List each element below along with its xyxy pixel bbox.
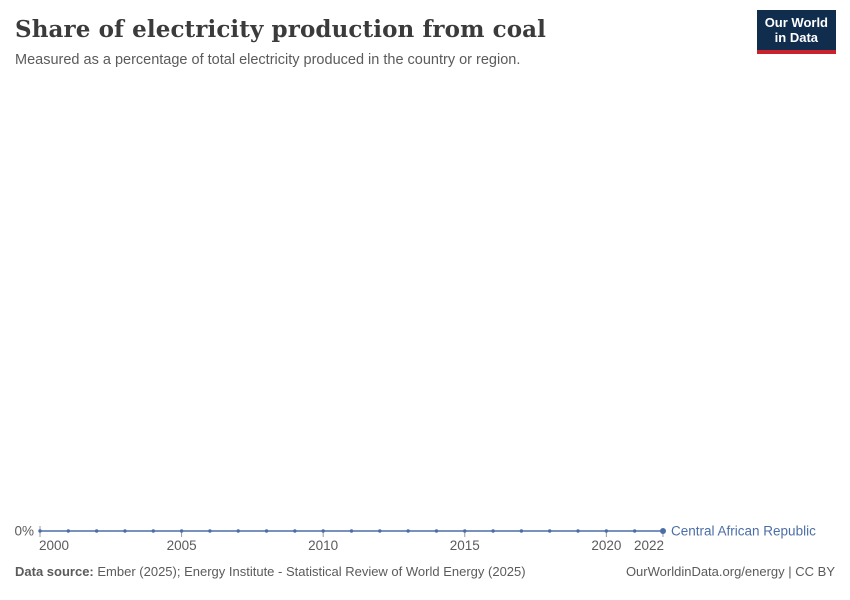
data-point — [264, 529, 269, 534]
x-tick-label: 2020 — [591, 538, 621, 552]
data-point — [38, 529, 42, 534]
data-source: Data source: Ember (2025); Energy Instit… — [15, 564, 526, 580]
data-point — [576, 529, 580, 534]
data-point — [349, 529, 354, 534]
chart-header: Share of electricity production from coa… — [0, 0, 850, 70]
data-point — [519, 529, 524, 534]
data-point — [434, 529, 439, 534]
x-tick-label: 2015 — [450, 538, 480, 552]
data-point — [406, 529, 410, 534]
data-source-text: Ember (2025); Energy Institute - Statist… — [97, 564, 526, 580]
data-point — [208, 529, 212, 534]
logo-line1: Our World — [764, 15, 828, 30]
x-tick-label: 2022 — [634, 538, 664, 552]
data-point — [632, 529, 637, 534]
x-tick-label: 2010 — [308, 538, 338, 552]
x-tick-label: 2000 — [39, 538, 69, 552]
data-point — [94, 529, 99, 534]
data-point — [604, 529, 609, 534]
line-chart: 0% 2000 2005 2010 2015 2020 2022 Central Africa… — [0, 70, 850, 553]
data-point — [463, 529, 467, 534]
chart-subtitle: Measured as a percentage of total electr… — [15, 51, 521, 68]
owid-logo: Our World in Data — [756, 10, 836, 54]
data-point — [378, 529, 382, 534]
data-point — [293, 529, 297, 534]
y-zero-label: 0% — [14, 524, 34, 539]
chart-footer: Data source: Ember (2025); Energy Instit… — [0, 564, 850, 580]
data-source-label: Data source: — [15, 564, 94, 580]
data-point — [236, 529, 240, 534]
chart-canvas: 0% 2000 2005 2010 2015 2020 2022 Central Africa… — [14, 524, 816, 553]
entity-label[interactable]: Central African Republic — [671, 524, 816, 539]
data-point — [66, 529, 71, 534]
data-point — [548, 529, 552, 534]
data-point — [179, 529, 184, 534]
data-point — [321, 529, 325, 534]
data-point — [151, 529, 155, 534]
logo-line2: in Data — [774, 30, 819, 46]
series-end-point — [660, 528, 666, 535]
x-tick-label: 2005 — [167, 538, 197, 552]
data-point — [491, 529, 495, 534]
footer-link[interactable]: OurWorldinData.org/energy | CC BY — [625, 564, 835, 580]
page-title: Share of electricity production from coa… — [15, 16, 547, 43]
data-point — [123, 529, 127, 534]
